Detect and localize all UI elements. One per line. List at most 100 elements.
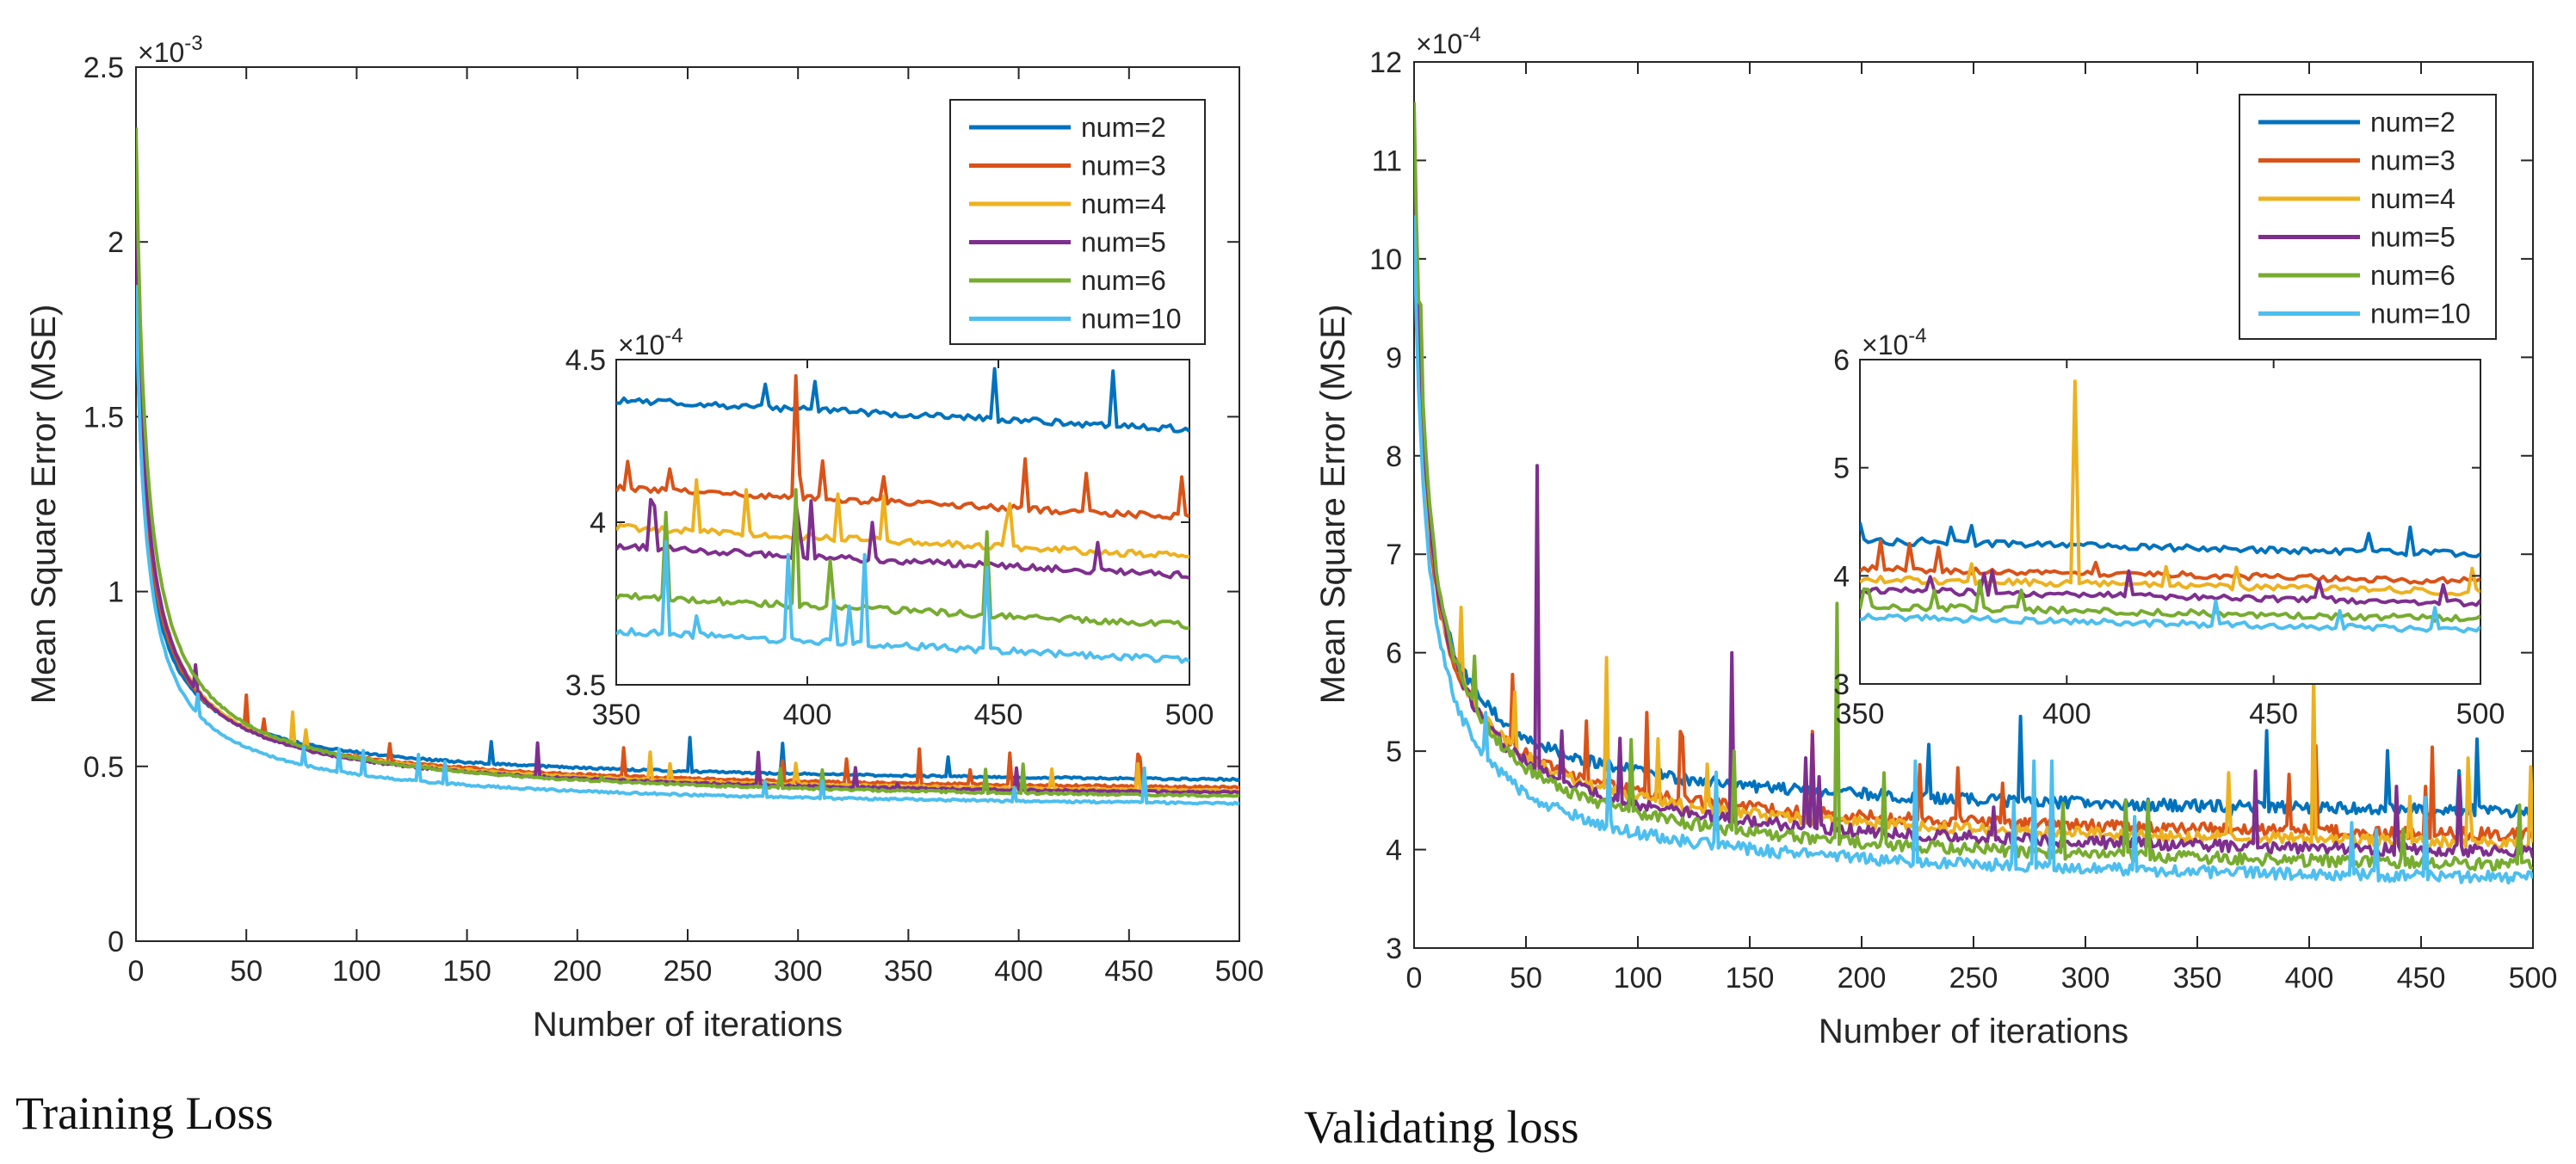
- y-tick-label: 1: [108, 576, 124, 609]
- validating-series-lines: [1414, 102, 2533, 885]
- y-tick-label: 0.5: [83, 751, 124, 784]
- inset-x-tick-label: 400: [2042, 698, 2091, 730]
- y-tick-label: 5: [1386, 736, 1402, 768]
- inset-series-line-num-6: [1860, 579, 2480, 623]
- x-tick-label: 400: [2285, 962, 2334, 995]
- validating-inset-plot-area: [1859, 359, 2481, 685]
- series-line-num-6: [136, 127, 1239, 798]
- inset-series-line-num-6: [616, 488, 1189, 631]
- validating-y-ticks: 3 4 5 6 7 8 9 10 11 12: [1369, 46, 2533, 965]
- series-line-num-10: [1414, 215, 2533, 885]
- legend-box: [949, 99, 1206, 345]
- training-inset-y-ticks: 3.5 4 4.5: [565, 344, 1189, 702]
- y-tick-label: 12: [1369, 46, 1402, 79]
- legend-entry-label: num=6: [2370, 260, 2456, 291]
- inset-series-line-num-10: [1860, 599, 2480, 634]
- validating-inset-series-lines: [1860, 379, 2480, 634]
- x-tick-label: 100: [1614, 962, 1663, 995]
- training-inset-x-ticks: 350 400 450 500: [592, 360, 1214, 731]
- y-tick-label: 8: [1386, 440, 1402, 473]
- inset-x-tick-label: 350: [592, 699, 641, 731]
- inset-series-line-num-2: [1860, 521, 2480, 558]
- x-tick-label: 350: [2173, 962, 2222, 995]
- y-tick-label: 4: [1386, 835, 1402, 867]
- x-tick-label: 500: [2509, 962, 2558, 995]
- inset-series-line-num-4: [1860, 379, 2480, 597]
- x-tick-label: 50: [1510, 962, 1542, 995]
- x-tick-label: 400: [994, 955, 1043, 988]
- validating-inset-y-ticks: 3 4 5 6: [1833, 344, 2480, 701]
- series-line-num-5: [1414, 146, 2533, 859]
- validating-y-axis-label: Mean Square Error (MSE): [1314, 305, 1352, 705]
- inset-y-tick-label: 6: [1833, 344, 1850, 377]
- inset-x-tick-label: 350: [1836, 698, 1885, 730]
- x-tick-label: 150: [442, 955, 491, 988]
- x-tick-label: 300: [774, 955, 823, 988]
- training-y-ticks: 0 0.5 1 1.5 2 2.5: [83, 52, 1239, 958]
- x-tick-label: 450: [1104, 955, 1153, 988]
- training-x-ticks: 0 50 100 150 200 250 300 350 400 450 500: [128, 67, 1264, 988]
- y-tick-label: 7: [1386, 539, 1402, 571]
- validating-caption: Validating loss: [1304, 1101, 1579, 1153]
- training-caption: Training Loss: [15, 1087, 274, 1139]
- inset-series-line-num-3: [616, 373, 1189, 520]
- y-tick-label: 9: [1386, 342, 1402, 374]
- inset-y-tick-label: 4.5: [565, 344, 606, 377]
- y-tick-label: 11: [1372, 145, 1402, 177]
- inset-y-tick-label: 3: [1833, 668, 1850, 701]
- inset-y-tick-label: 3.5: [565, 669, 606, 702]
- legend-entry-label: num=5: [2370, 222, 2456, 253]
- inset-series-line-num-3: [1860, 539, 2480, 585]
- inset-series-line-num-10: [616, 539, 1189, 664]
- legend-entry-label: num=5: [1081, 227, 1166, 258]
- y-tick-label: 1.5: [83, 401, 124, 434]
- x-tick-label: 50: [230, 955, 263, 988]
- validating-inset-exponent: ×10-4: [1862, 324, 1927, 360]
- inset-x-tick-label: 450: [974, 699, 1023, 731]
- y-tick-label: 3: [1386, 933, 1402, 965]
- x-tick-label: 0: [128, 955, 145, 988]
- validating-legend: num=2 num=3 num=4 num=5 num=6 num=10: [2239, 94, 2497, 340]
- inset-y-tick-label: 4: [590, 507, 606, 539]
- inset-series-line-num-4: [616, 477, 1189, 559]
- validating-inset-x-ticks: 350 400 450 500: [1836, 360, 2505, 730]
- legend-entry-label: num=6: [1081, 265, 1166, 296]
- x-tick-label: 150: [1726, 962, 1775, 995]
- series-line-num-2: [1414, 225, 2533, 819]
- y-tick-label: 10: [1369, 243, 1402, 276]
- legend-entry-label: num=2: [1081, 112, 1166, 143]
- inset-y-tick-label: 5: [1833, 453, 1850, 485]
- inset-x-tick-label: 400: [783, 699, 832, 731]
- inset-x-tick-label: 450: [2249, 698, 2298, 730]
- y-tick-label: 6: [1386, 637, 1402, 670]
- validating-exponent: ×10-4: [1416, 23, 1481, 59]
- legend-box: [2239, 94, 2497, 340]
- validating-x-axis-label: Number of iterations: [1819, 1013, 2128, 1050]
- series-line-num-10: [136, 285, 1239, 806]
- inset-series-line-num-2: [616, 366, 1189, 434]
- legend-entry-label: num=10: [2370, 299, 2471, 329]
- training-panel: 00.511.522.5 0 50 100 150 200 250 300 350 400 450…: [15, 32, 1263, 1139]
- inset-y-tick-label: 4: [1833, 560, 1850, 593]
- y-tick-label: 0: [108, 926, 124, 958]
- legend-entry-label: num=3: [1081, 151, 1166, 182]
- training-inset-plot-area: [615, 359, 1190, 686]
- training-exponent: ×10-3: [138, 32, 203, 68]
- training-series-lines: [136, 127, 1239, 806]
- series-line-num-6: [1414, 102, 2533, 871]
- x-tick-label: 200: [1838, 962, 1887, 995]
- training-y-axis-label: Mean Square Error (MSE): [25, 305, 63, 705]
- y-tick-label: 2: [108, 226, 124, 259]
- inset-series-line-num-5: [616, 497, 1189, 580]
- legend-entry-label: num=3: [2370, 145, 2456, 176]
- legend-entry-label: num=4: [1081, 188, 1166, 219]
- inset-x-tick-label: 500: [2456, 698, 2505, 730]
- series-line-num-4: [1414, 166, 2533, 850]
- training-inset-series-lines: [616, 366, 1189, 664]
- legend-entry-label: num=2: [2370, 107, 2456, 138]
- x-tick-label: 450: [2397, 962, 2446, 995]
- inset-series-line-num-5: [1860, 569, 2480, 608]
- x-tick-label: 500: [1215, 955, 1264, 988]
